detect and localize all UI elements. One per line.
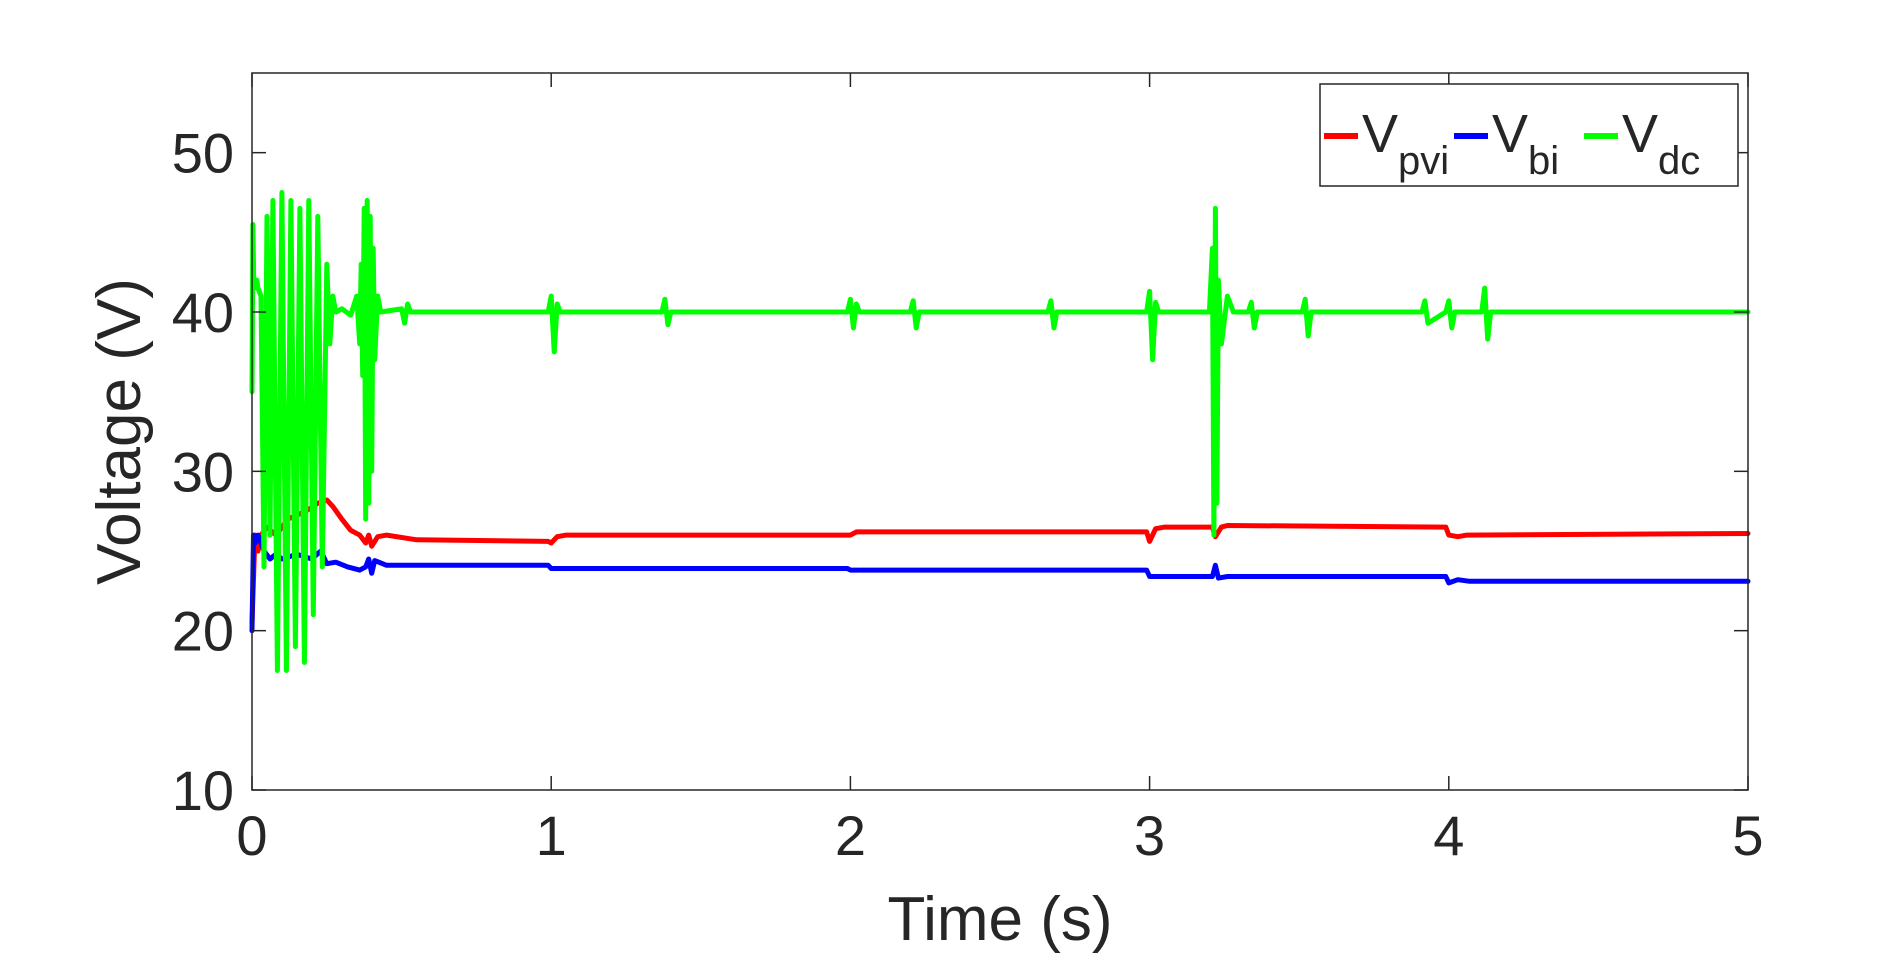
x-tick-label: 5 <box>1732 804 1763 867</box>
y-axis-label: Voltage (V) <box>85 278 154 585</box>
x-tick-label: 2 <box>835 804 866 867</box>
y-tick-label: 40 <box>172 281 234 344</box>
series-line-vpvi <box>249 497 1751 626</box>
legend-box <box>1319 83 1739 187</box>
y-tick-label: 20 <box>172 600 234 663</box>
x-tick-label: 0 <box>236 804 267 867</box>
axes-box <box>251 72 1749 791</box>
axes-layer: 0 1 2 3 4 5 10 20 30 40 50 <box>172 72 1764 867</box>
legend-label: Vbi <box>1492 104 1559 183</box>
legend-label: Vdc <box>1622 104 1700 183</box>
plot-area <box>252 73 1748 790</box>
x-axis-label: Time (s) <box>888 885 1113 954</box>
y-tick-label: 50 <box>172 122 234 185</box>
y-tick-label: 30 <box>172 440 234 503</box>
legend: Vpvi Vbi Vdc <box>1319 83 1739 187</box>
series-layer <box>249 190 1751 673</box>
y-tick-label: 10 <box>172 759 234 822</box>
x-tick-label: 4 <box>1433 804 1464 867</box>
legend-label: Vpvi <box>1362 104 1449 183</box>
x-tick-label: 3 <box>1134 804 1165 867</box>
x-tick-label: 1 <box>536 804 567 867</box>
series-line-vdc <box>249 190 1751 673</box>
